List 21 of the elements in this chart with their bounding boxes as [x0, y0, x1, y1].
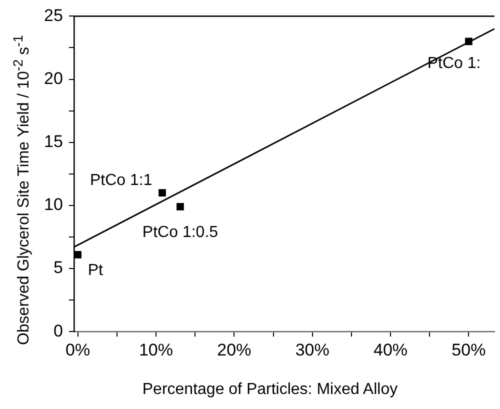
point	[465, 38, 472, 46]
x-tick-label: 0%	[66, 340, 90, 360]
annotation: PtCo 1:	[427, 54, 481, 72]
point	[74, 250, 82, 258]
x-tick-label: 50%	[452, 340, 486, 360]
y-tick-label: 10	[44, 195, 63, 214]
annotation: PtCo 1:1	[90, 172, 152, 190]
x-tick-label: 20%	[217, 340, 252, 360]
x-tick-label: 10%	[138, 340, 174, 360]
y-tick-label: 15	[44, 132, 63, 152]
x-tick-label: 30%	[295, 340, 330, 360]
y-tick-label: 20	[44, 68, 63, 88]
y-tick-label: 25	[44, 6, 63, 25]
y-tick-label: 0	[53, 321, 63, 340]
x-tick-label: 40%	[374, 340, 408, 360]
point	[158, 189, 166, 197]
point	[176, 203, 184, 210]
x-axis-title: Percentage of Particles: Mixed Alloy	[141, 381, 399, 399]
annotation: PtCo 1:0.5	[142, 224, 218, 242]
y-tick-label: 5	[53, 258, 63, 278]
annotation: Pt	[88, 262, 104, 280]
